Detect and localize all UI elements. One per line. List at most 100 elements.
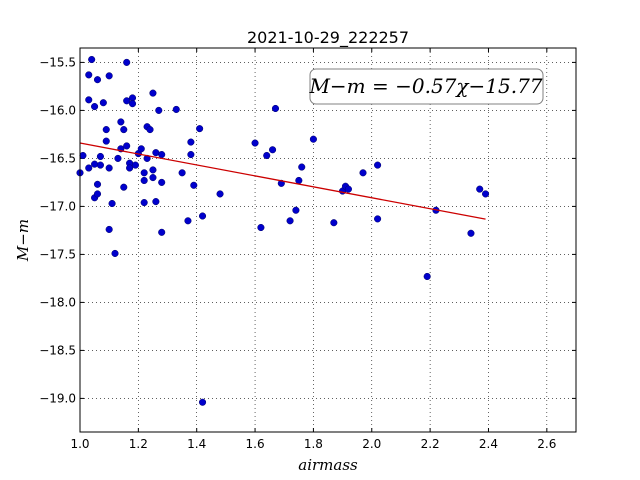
data-point [198,398,207,406]
x-tick-label: 1.0 [70,437,89,451]
data-point [178,169,186,177]
data-point [146,126,154,134]
x-tick-label: 1.4 [187,437,206,451]
x-tick-label: 2.4 [479,437,498,451]
annotation-text: M−m = −0.57χ−15.77 [308,74,542,98]
data-point [309,135,317,143]
data-point [257,223,265,232]
data-point [374,161,382,169]
plot-marks [76,55,490,406]
y-tick-label: −19.0 [39,391,76,405]
data-point [467,229,475,237]
data-point [99,99,107,107]
data-point [128,100,137,108]
data-point [216,190,224,198]
data-point [117,118,125,126]
data-point [269,146,277,154]
data-point [123,58,131,66]
data-point [85,71,93,79]
chart-title: 2021-10-29_222257 [247,28,409,48]
data-point [93,76,102,84]
data-point [263,151,271,160]
data-point [344,185,352,193]
x-tick-label: 2.0 [362,437,381,451]
data-point [114,154,122,162]
y-tick-label: −17.5 [39,247,76,261]
data-point [155,106,163,114]
grid [79,48,576,432]
data-point [131,161,139,169]
y-tick-label: −18.0 [39,295,76,309]
fit-line [79,142,486,220]
data-point [295,176,303,185]
data-point [105,225,113,233]
data-point [476,185,484,193]
y-tick-label: −16.0 [39,103,76,117]
data-point [158,178,166,186]
y-tick-label: −17.0 [39,199,76,213]
data-point [102,137,110,145]
data-point [96,161,104,169]
x-tick-label: 1.8 [304,437,323,451]
data-point [91,160,99,168]
data-point [102,126,110,134]
fit-annotation: M−m = −0.57χ−15.77 [308,68,544,105]
data-point [330,219,338,227]
data-point [105,72,113,80]
data-point [105,164,113,172]
data-point [126,164,134,172]
x-tick-label: 1.6 [246,437,265,451]
axis-ticks: 1.0 1.2 1.4 1.6 1.8 2.0 2.2 2.4 2.6 −15.5 −16.0 −16… [39,48,576,451]
data-point [140,199,148,207]
data-point [187,151,195,159]
data-point [93,180,102,188]
data-point [359,169,367,177]
data-point [120,183,128,191]
x-tick-label: 2.6 [537,437,556,451]
data-point [251,139,259,147]
data-point [120,126,128,134]
y-tick-label: −16.5 [39,151,76,165]
data-point [85,164,93,172]
data-point [158,151,166,159]
data-point [93,190,102,198]
y-tick-label: −15.5 [39,55,76,69]
data-point [482,190,490,198]
data-point [149,166,157,174]
data-point [187,138,195,146]
data-point [271,104,280,113]
y-axis-label: M−m [14,219,32,262]
data-point [149,89,157,97]
annotation-box [309,68,544,105]
data-point [286,217,294,225]
data-point [374,215,382,223]
plot-frame [79,47,577,433]
data-point [184,217,192,225]
x-tick-label: 2.2 [421,437,440,451]
data-point [196,125,204,133]
data-point [152,198,160,206]
data-point [140,169,148,177]
data-point [108,199,116,208]
data-point [198,212,207,220]
data-point [123,97,131,105]
data-point [149,174,157,182]
data-point [292,206,300,214]
data-point [190,181,198,189]
data-point [96,152,104,161]
data-point [137,145,145,153]
data-point [172,105,180,113]
data-point [123,142,131,150]
data-point [423,272,431,281]
data-point [298,163,306,171]
data-point [91,103,99,111]
x-axis-label: airmass [298,456,358,474]
data-point [140,176,148,185]
data-point [158,228,166,236]
data-point [85,96,93,104]
x-tick-label: 1.2 [129,437,148,451]
data-point [111,249,119,257]
data-point [79,151,87,160]
y-tick-label: −18.5 [39,343,76,357]
